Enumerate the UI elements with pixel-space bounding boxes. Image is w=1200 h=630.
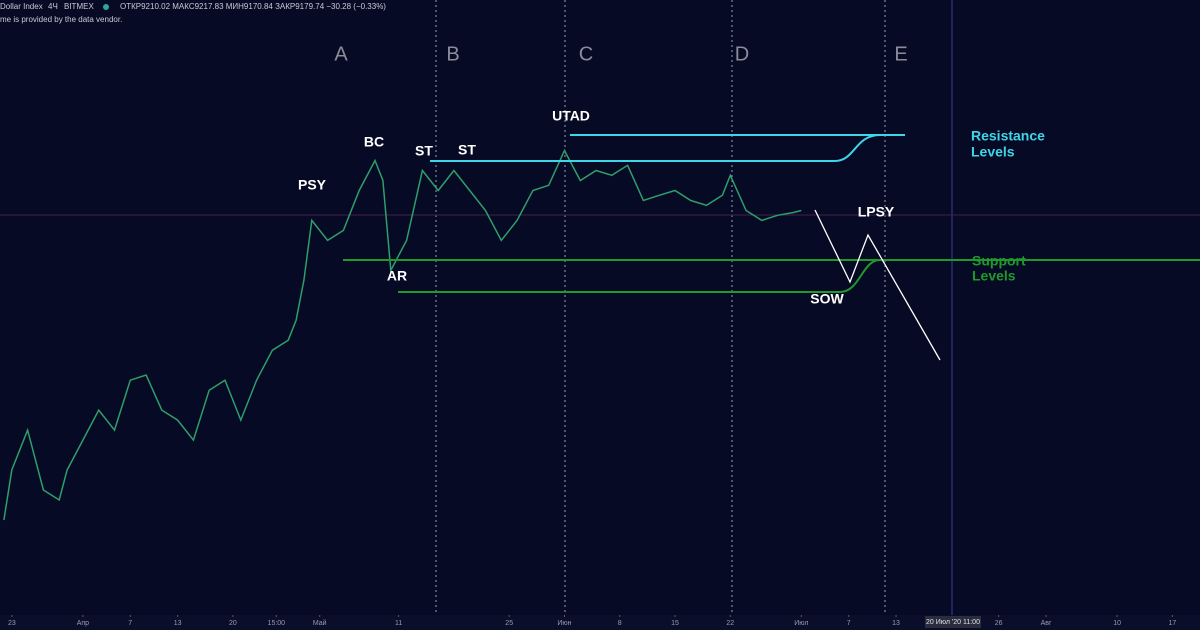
phase-label: B — [446, 43, 459, 65]
x-tick-label: 15:00 — [268, 620, 286, 627]
annotation: ST — [415, 143, 433, 159]
x-tick-label: 7 — [847, 620, 851, 627]
x-tick-label: Апр — [77, 620, 89, 627]
annotation: BC — [364, 134, 384, 150]
note: me is provided by the data vendor. — [0, 15, 122, 24]
annotation: UTAD — [552, 108, 590, 124]
x-tick-label: 17 — [1168, 620, 1176, 627]
x-tick-label: 20 — [229, 620, 237, 627]
x-tick-label: 13 — [174, 620, 182, 627]
resistance-line — [430, 134, 905, 162]
level-label: Support — [972, 253, 1026, 269]
projection — [814, 209, 941, 361]
annotation: SOW — [810, 291, 844, 307]
annotation: PSY — [298, 177, 327, 193]
x-tick-label: 10 — [1113, 620, 1121, 627]
x-tick-label: 26 — [995, 620, 1003, 627]
phase-label: A — [334, 43, 348, 65]
level-label: Levels — [972, 268, 1016, 284]
exchange: BITMEX — [64, 2, 94, 11]
support-line — [398, 259, 881, 293]
price-line — [3, 148, 802, 521]
annotation: ST — [458, 142, 476, 158]
phase-label: D — [735, 43, 749, 65]
cursor-box — [925, 616, 981, 628]
cursor-label: 20 Июл '20 11:00 — [926, 619, 980, 626]
x-axis: 23 Апр 7 13 20 15:00 Май 11 25 Июн 8 15 22 Июл 7 13 26 Ав… — [8, 615, 1176, 627]
x-tick-label: 22 — [726, 620, 734, 627]
x-tick-label: 11 — [395, 620, 402, 627]
annotation: LPSY — [858, 204, 895, 220]
ohlc: ОТКР9210.02 МАКС9217.83 МИН9170.84 ЗАКР9… — [120, 2, 386, 11]
annotation: AR — [387, 268, 407, 284]
x-tick-label: 13 — [892, 620, 900, 627]
x-tick-label: 8 — [618, 620, 622, 627]
x-tick-label: 25 — [505, 620, 513, 627]
symbol: Dollar Index — [0, 2, 43, 11]
x-tick-label: Июл — [794, 620, 808, 627]
level-label: Resistance — [971, 128, 1045, 144]
series — [3, 148, 802, 521]
phase-label: C — [579, 43, 593, 65]
level-label: Levels — [971, 144, 1015, 160]
x-tick-label: 15 — [671, 620, 679, 627]
x-tick-label: 23 — [8, 620, 16, 627]
phase-label: E — [894, 43, 907, 65]
interval: 4Ч — [48, 2, 58, 11]
status-dot — [103, 4, 109, 10]
x-tick-label: Июн — [557, 620, 571, 627]
x-tick-label: 7 — [128, 620, 132, 627]
x-tick-label: Май — [313, 619, 327, 627]
levels — [343, 134, 1200, 361]
x-tick-label: Авг — [1041, 620, 1052, 627]
time-axis — [0, 615, 1200, 630]
